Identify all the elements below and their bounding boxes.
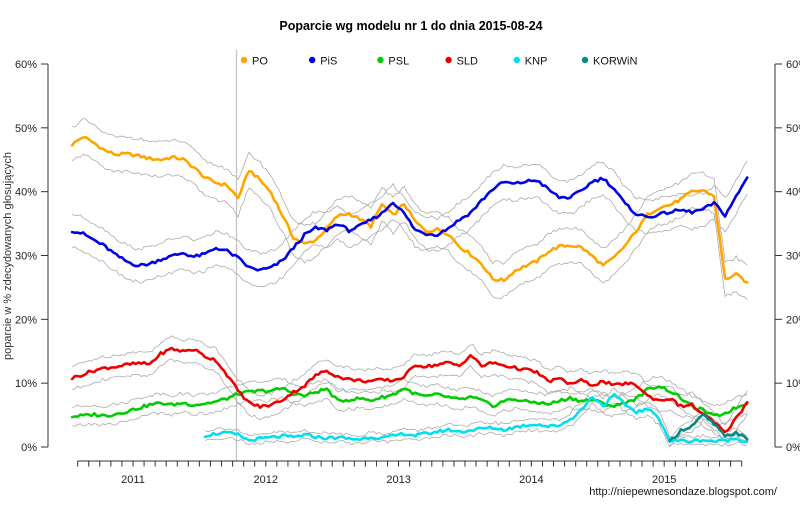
legend-dot-SLD <box>445 56 452 64</box>
x-tick-label: 2012 <box>254 474 278 486</box>
line-PO <box>70 136 749 284</box>
y-tick-label: 50% <box>786 123 800 135</box>
y-tick-label: 50% <box>15 123 37 135</box>
band-upper-PiS <box>71 160 748 255</box>
line-SLD <box>70 346 749 434</box>
y-axis-left: 0% 10% 20% 30% 40% 50% 60% <box>15 59 49 454</box>
legend-label-SLD: SLD <box>457 56 478 68</box>
y-tick-label: 10% <box>786 378 800 390</box>
legend-label-PO: PO <box>252 56 268 68</box>
legend-dot-KNP <box>513 56 520 64</box>
x-tick-label: 2011 <box>121 474 145 486</box>
chart-title: Poparcie wg modelu nr 1 do dnia 2015-08-… <box>279 19 542 33</box>
y-tick-label: 20% <box>15 314 37 326</box>
band-lower-SLD <box>71 358 748 440</box>
y-tick-label: 0% <box>786 442 800 454</box>
legend-dot-PiS <box>309 56 316 64</box>
legend-label-KNP: KNP <box>525 56 548 68</box>
confidence-bands <box>71 117 748 448</box>
band-lower-KORWiN <box>669 418 748 447</box>
series-lines <box>70 136 749 444</box>
x-tick-label: 2013 <box>386 474 410 486</box>
legend-dot-KORWiN <box>581 56 589 64</box>
band-lower-KNP <box>204 401 748 448</box>
legend-dot-PO <box>240 56 248 64</box>
y-axis-title: poparcie w % zdecydowanych głosujących <box>2 152 14 360</box>
line-KORWiN <box>668 413 749 442</box>
y-tick-label: 60% <box>786 59 800 71</box>
legend-dot-PSL <box>377 56 384 64</box>
y-tick-label: 60% <box>15 59 37 71</box>
band-upper-PO <box>71 117 748 266</box>
band-upper-KNP <box>204 387 748 440</box>
y-tick-label: 30% <box>15 251 37 263</box>
band-lower-PiS <box>71 193 748 288</box>
band-lower-PSL <box>72 393 748 427</box>
band-upper-PSL <box>71 375 748 409</box>
band-upper-SLD <box>71 335 748 426</box>
band-lower-PO <box>71 153 748 300</box>
x-tick-label: 2014 <box>519 474 543 486</box>
legend-label-KORWiN: KORWiN <box>593 56 637 68</box>
y-tick-label: 40% <box>786 187 800 199</box>
x-axis: 2011 2012 2013 2014 2015 <box>77 460 743 486</box>
x-tick-label: 2015 <box>652 474 676 486</box>
y-tick-label: 10% <box>15 378 37 390</box>
legend-label-PiS: PiS <box>320 56 337 68</box>
y-axis-right: 0% 10% 20% 30% 40% 50% 60% <box>774 59 800 454</box>
line-KNP <box>203 392 749 444</box>
y-tick-label: 0% <box>21 442 37 454</box>
line-PSL <box>70 385 749 419</box>
y-tick-label: 30% <box>786 251 800 263</box>
line-PiS <box>70 176 749 272</box>
blog-url-text: http://niepewnesondaze.blogspot.com/ <box>589 486 778 498</box>
y-tick-label: 20% <box>786 314 800 326</box>
y-tick-label: 40% <box>15 187 37 199</box>
chart-legend: PO PiS PSL SLD KNP KORWiN <box>240 56 637 68</box>
legend-label-PSL: PSL <box>388 56 409 68</box>
